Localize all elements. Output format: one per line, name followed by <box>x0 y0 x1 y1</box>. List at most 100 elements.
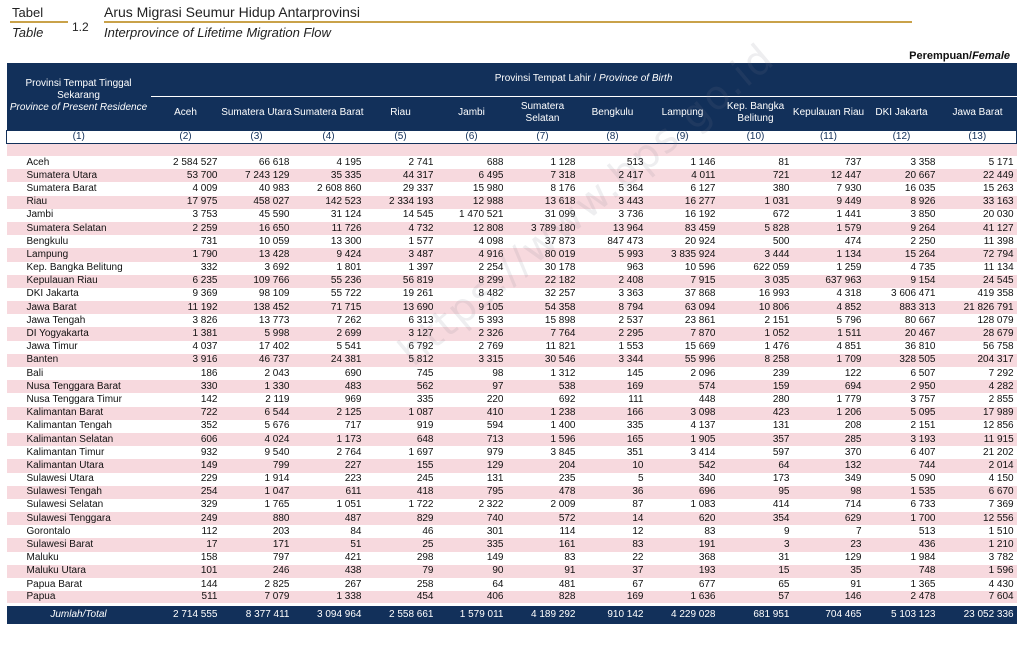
table-cell: 20 924 <box>684 235 716 247</box>
table-cell: 15 263 <box>983 182 1014 194</box>
table-cell: 158 <box>200 552 218 564</box>
table-cell: 11 726 <box>292 221 365 236</box>
total-cell: 5 103 123 <box>864 603 939 625</box>
table-row: Jambi 3 753 45 590 31 124 14 545 1 470 521 31 … <box>7 209 1017 222</box>
table-cell: 7 079 <box>220 591 293 605</box>
table-cell: 1 596 <box>506 432 579 447</box>
table-cell: 2 326 <box>436 327 507 341</box>
table-cell: 328 505 <box>864 353 939 367</box>
table-cell: 129 <box>436 459 507 473</box>
table-cell: 145 <box>626 367 644 379</box>
table-cell: 12 <box>632 525 644 537</box>
table-cell: 538 <box>506 380 579 394</box>
table-cell: 5 090 <box>910 473 936 485</box>
province-name: Jawa Timur <box>26 341 78 353</box>
province-name: Kepulauan Riau <box>6 274 151 288</box>
table-cell: 208 <box>844 420 862 432</box>
table-cell: 7 318 <box>506 169 579 183</box>
table-cell: 7 930 <box>836 182 862 194</box>
table-cell: 15 898 <box>544 314 576 326</box>
table-cell: 1 709 <box>792 353 865 367</box>
table-cell: 436 <box>864 538 939 552</box>
table-cell: 329 <box>200 499 218 511</box>
table-cell: 3 845 <box>550 446 576 458</box>
table-cell: 335 <box>436 538 507 552</box>
table-cell: 1 779 <box>836 393 862 405</box>
table-cell: 5 993 <box>578 248 647 262</box>
col-group-en: Province of Birth <box>599 73 673 85</box>
table-cell: 829 <box>364 512 437 526</box>
table-cell: 688 <box>486 156 504 168</box>
table-cell: 98 109 <box>258 288 290 300</box>
province-name: Maluku <box>26 552 59 564</box>
table-cell: 330 <box>150 380 221 394</box>
table-cell: 122 <box>844 367 862 379</box>
table-cell: 12 856 <box>983 420 1014 432</box>
table-cell: 1 146 <box>690 156 716 168</box>
table-cell: 2 408 <box>578 274 647 288</box>
table-cell: 3 850 <box>910 209 936 221</box>
table-cell: 149 <box>150 459 221 473</box>
table-row: Kalimantan Utara 149 799 227 155 129 204 10 542 6… <box>6 459 1017 473</box>
table-cell: 31 099 <box>544 209 576 221</box>
table-cell: 6 670 <box>938 485 1017 499</box>
table-cell: 12 808 <box>436 221 507 236</box>
table-cell: 90 <box>436 564 507 578</box>
province-name: Gorontalo <box>26 525 71 537</box>
table-cell: 1 984 <box>910 552 936 564</box>
table-cell: 54 358 <box>506 301 579 315</box>
table-cell: 4 282 <box>938 380 1017 394</box>
header-row-group: Provinsi Tempat Tinggal Sekarang Provinc… <box>6 63 1017 130</box>
table-cell: 109 766 <box>220 274 293 288</box>
table-cell: 301 <box>486 525 504 537</box>
column-number: (9) <box>646 129 719 144</box>
table-row: Jawa Timur 4 037 17 402 5 541 6 792 2 769 11 8… <box>7 341 1017 354</box>
province-name: Kalimantan Barat <box>6 406 151 420</box>
table-cell: 128 079 <box>977 314 1014 326</box>
table-cell: 4 430 <box>988 578 1014 590</box>
table-cell: 483 <box>292 380 365 394</box>
table-cell: 63 094 <box>646 301 719 315</box>
table-cell: 3 035 <box>718 274 793 288</box>
table-cell: 713 <box>436 432 507 447</box>
table-cell: 16 192 <box>684 209 716 221</box>
table-cell: 41 127 <box>938 221 1017 236</box>
table-row: Sulawesi Tengah 254 1 047 611 418 795 478 36 696… <box>6 485 1017 499</box>
unit-en: Female <box>972 50 1010 62</box>
table-cell: 7 915 <box>646 274 719 288</box>
table-cell: 717 <box>344 420 362 432</box>
table-cell: 36 810 <box>904 341 936 353</box>
province-name: Kep. Bangka Belitung <box>26 262 123 274</box>
table-cell: 8 794 <box>578 301 647 315</box>
table-cell: 380 <box>772 182 790 194</box>
table-cell: 8 482 <box>478 288 504 300</box>
table-cell: 13 773 <box>258 314 290 326</box>
table-cell: 7 <box>855 525 862 537</box>
table-cell: 165 <box>578 432 647 447</box>
table-cell: 14 545 <box>402 209 434 221</box>
table-cell: 227 <box>292 459 365 473</box>
table-cell: 2 295 <box>578 327 647 341</box>
table-cell: 335 <box>416 393 434 405</box>
table-cell: 11 915 <box>938 432 1017 447</box>
table-cell: 4 137 <box>690 420 716 432</box>
table-cell: 3 736 <box>618 209 644 221</box>
table-cell: 721 <box>718 169 793 183</box>
table-cell: 1 330 <box>220 380 293 394</box>
table-cell: 17 402 <box>258 341 290 353</box>
table-cell: 799 <box>220 459 293 473</box>
table-cell: 1 765 <box>264 499 290 511</box>
table-cell: 932 <box>200 446 218 458</box>
table-cell: 4 852 <box>792 301 865 315</box>
table-cell: 513 <box>918 525 936 537</box>
table-cell: 15 669 <box>684 341 716 353</box>
table-cell: 8 176 <box>550 182 576 194</box>
table-cell: 72 794 <box>938 248 1017 262</box>
table-cell: 3 487 <box>364 248 437 262</box>
province-name: Nusa Tenggara Timur <box>26 393 122 405</box>
table-cell: 56 819 <box>364 274 437 288</box>
table-cell: 1 312 <box>550 367 576 379</box>
province-name: Papua Barat <box>26 578 83 590</box>
table-cell: 186 <box>200 367 218 379</box>
table-cell: 2 151 <box>764 314 790 326</box>
